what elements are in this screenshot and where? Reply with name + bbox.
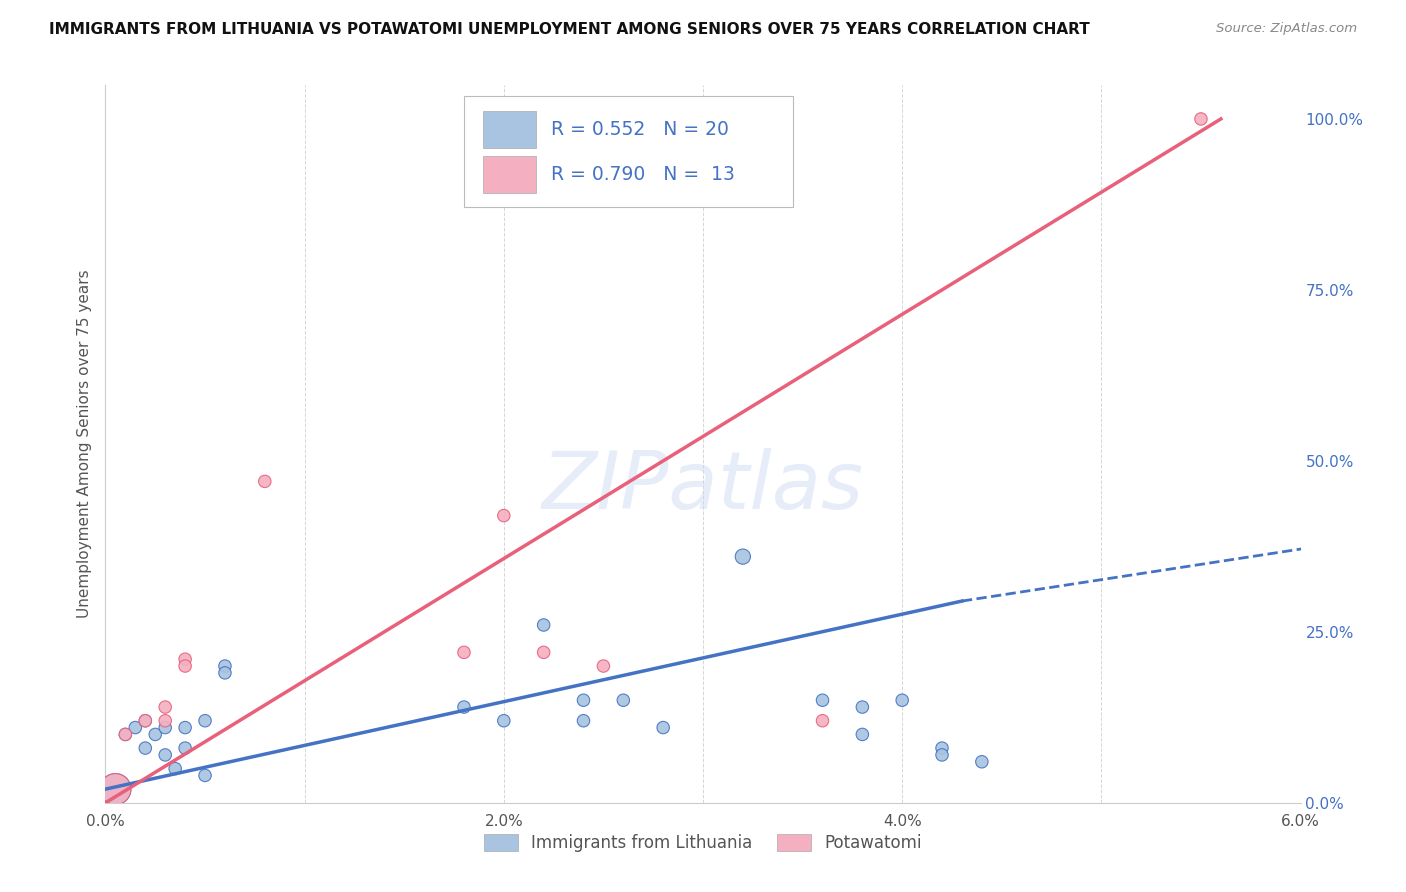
Point [811, 714, 834, 728]
Point [492, 714, 515, 728]
Point [174, 721, 197, 735]
Point [165, 762, 187, 776]
Point [153, 700, 177, 714]
Point [104, 782, 127, 797]
Point [174, 652, 197, 666]
Point [931, 741, 953, 756]
Point [174, 741, 197, 756]
Point [143, 727, 166, 741]
FancyBboxPatch shape [464, 95, 793, 207]
Legend: Immigrants from Lithuania, Potawatomi: Immigrants from Lithuania, Potawatomi [478, 828, 928, 859]
Point [891, 693, 914, 707]
Point [851, 727, 873, 741]
Point [134, 714, 156, 728]
Point [970, 755, 993, 769]
Point [174, 659, 197, 673]
Point [153, 714, 177, 728]
Point [612, 693, 634, 707]
Point [652, 721, 675, 735]
Point [453, 645, 475, 659]
Point [124, 721, 146, 735]
Y-axis label: Unemployment Among Seniors over 75 years: Unemployment Among Seniors over 75 years [76, 269, 91, 618]
Point [731, 549, 754, 564]
Point [492, 508, 515, 523]
Point [253, 475, 276, 489]
Point [104, 782, 127, 797]
Point [931, 747, 953, 762]
Point [114, 727, 136, 741]
Point [572, 693, 595, 707]
Point [811, 693, 834, 707]
Point [1189, 112, 1212, 126]
Text: Source: ZipAtlas.com: Source: ZipAtlas.com [1216, 22, 1357, 36]
Point [194, 768, 217, 782]
Text: IMMIGRANTS FROM LITHUANIA VS POTAWATOMI UNEMPLOYMENT AMONG SENIORS OVER 75 YEARS: IMMIGRANTS FROM LITHUANIA VS POTAWATOMI … [49, 22, 1090, 37]
Point [134, 714, 156, 728]
Point [134, 741, 156, 756]
Point [153, 721, 177, 735]
Point [153, 747, 177, 762]
Point [592, 659, 614, 673]
Text: R = 0.790   N =  13: R = 0.790 N = 13 [551, 165, 735, 184]
FancyBboxPatch shape [484, 111, 536, 148]
Point [851, 700, 873, 714]
Point [214, 665, 236, 680]
Text: ZIPatlas: ZIPatlas [541, 448, 865, 526]
Point [533, 645, 555, 659]
Point [114, 727, 136, 741]
FancyBboxPatch shape [484, 156, 536, 194]
Point [533, 618, 555, 632]
Text: R = 0.552   N = 20: R = 0.552 N = 20 [551, 120, 730, 139]
Point [572, 714, 595, 728]
Point [194, 714, 217, 728]
Point [453, 700, 475, 714]
Point [214, 659, 236, 673]
